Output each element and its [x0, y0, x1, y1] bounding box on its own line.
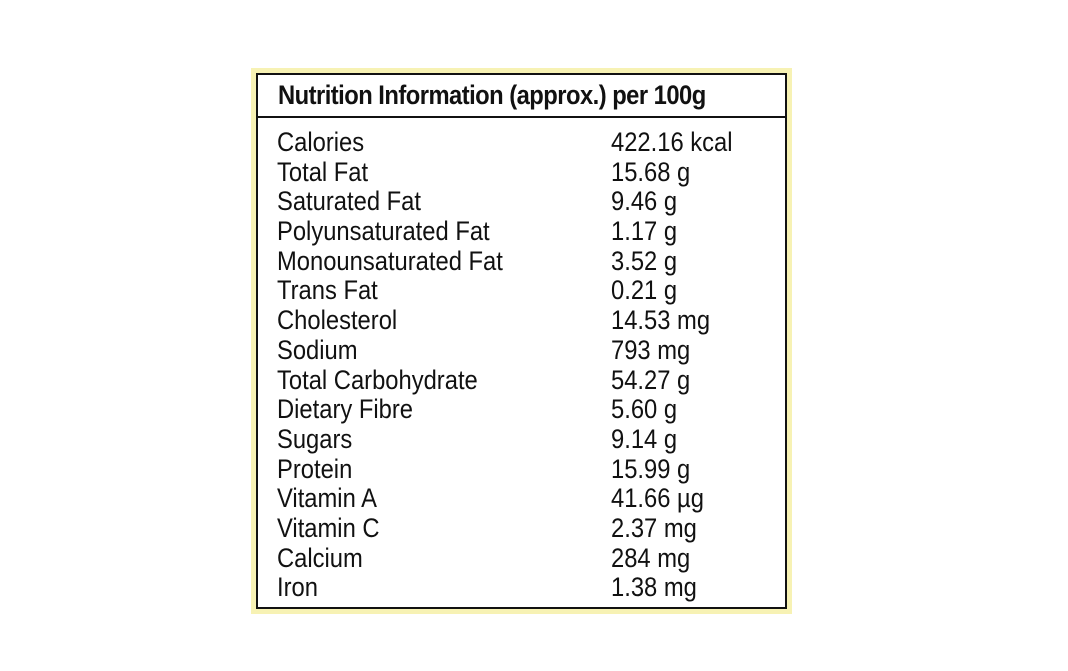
nutrient-row: Sugars 9.14 g: [258, 423, 785, 455]
nutrient-value: 14.53 mg: [611, 305, 711, 336]
nutrient-name: Iron: [277, 572, 318, 603]
nutrient-value: 3.52 g: [611, 245, 678, 276]
nutrient-row: Vitamin A 41.66 µg: [258, 484, 785, 514]
nutrient-name: Saturated Fat: [277, 186, 421, 217]
nutrient-row: Cholesterol 14.53 mg: [258, 305, 785, 336]
nutrient-name: Vitamin C: [277, 512, 380, 543]
nutrient-value: 284 mg: [611, 542, 691, 573]
nutrient-row: Monounsaturated Fat 3.52 g: [258, 245, 785, 277]
nutrient-row: Protein 15.99 g: [258, 453, 785, 485]
nutrient-name: Vitamin A: [277, 483, 377, 514]
nutrient-row: Vitamin C 2.37 mg: [258, 512, 785, 544]
nutrient-name: Total Carbohydrate: [277, 364, 478, 395]
nutrient-row: Trans Fat 0.21 g: [258, 276, 785, 306]
nutrient-name: Calcium: [277, 542, 363, 573]
nutrient-name: Total Fat: [277, 156, 369, 187]
nutrition-label-frame: Nutrition Information (approx.) per 100g…: [251, 68, 792, 614]
nutrient-name: Dietary Fibre: [277, 394, 414, 425]
nutrient-value: 15.68 g: [611, 156, 691, 187]
nutrient-value: 15.99 g: [611, 453, 691, 484]
nutrient-value: 1.17 g: [611, 216, 678, 247]
nutrient-row: Polyunsaturated Fat 1.17 g: [258, 216, 785, 247]
nutrient-value: 9.46 g: [611, 186, 678, 217]
nutrient-row: Total Carbohydrate 54.27 g: [258, 364, 785, 396]
nutrient-value: 2.37 mg: [611, 512, 697, 543]
nutrient-name: Cholesterol: [277, 305, 398, 336]
nutrition-rows: Calories 422.16 kcal Total Fat 15.68 g S…: [258, 127, 785, 603]
nutrient-value: 41.66 µg: [611, 483, 704, 514]
nutrient-name: Protein: [277, 453, 353, 484]
nutrient-name: Trans Fat: [277, 275, 378, 306]
nutrient-row: Sodium 793 mg: [258, 334, 785, 366]
nutrient-row: Dietary Fibre 5.60 g: [258, 394, 785, 425]
nutrient-name: Calories: [277, 127, 365, 157]
nutrient-name: Monounsaturated Fat: [277, 245, 503, 276]
nutrient-name: Polyunsaturated Fat: [277, 216, 490, 247]
nutrient-row: Calcium 284 mg: [258, 542, 785, 574]
nutrient-row: Calories 422.16 kcal: [258, 127, 785, 158]
nutrient-value: 793 mg: [611, 334, 691, 365]
nutrient-value: 9.14 g: [611, 423, 678, 454]
nutrient-value: 1.38 mg: [611, 572, 697, 603]
nutrient-row: Total Fat 15.68 g: [258, 156, 785, 188]
nutrient-value: 422.16 kcal: [611, 127, 733, 157]
nutrient-value: 5.60 g: [611, 394, 678, 425]
nutrient-value: 54.27 g: [611, 364, 691, 395]
nutrient-name: Sugars: [277, 423, 353, 454]
nutrition-title: Nutrition Information (approx.) per 100g: [278, 80, 706, 110]
nutrient-row: Iron 1.38 mg: [258, 573, 785, 603]
nutrient-name: Sodium: [277, 334, 358, 365]
nutrient-row: Saturated Fat 9.46 g: [258, 187, 785, 217]
nutrition-label: Nutrition Information (approx.) per 100g…: [256, 73, 787, 609]
nutrient-value: 0.21 g: [611, 275, 678, 306]
nutrition-title-row: Nutrition Information (approx.) per 100g: [258, 75, 785, 118]
